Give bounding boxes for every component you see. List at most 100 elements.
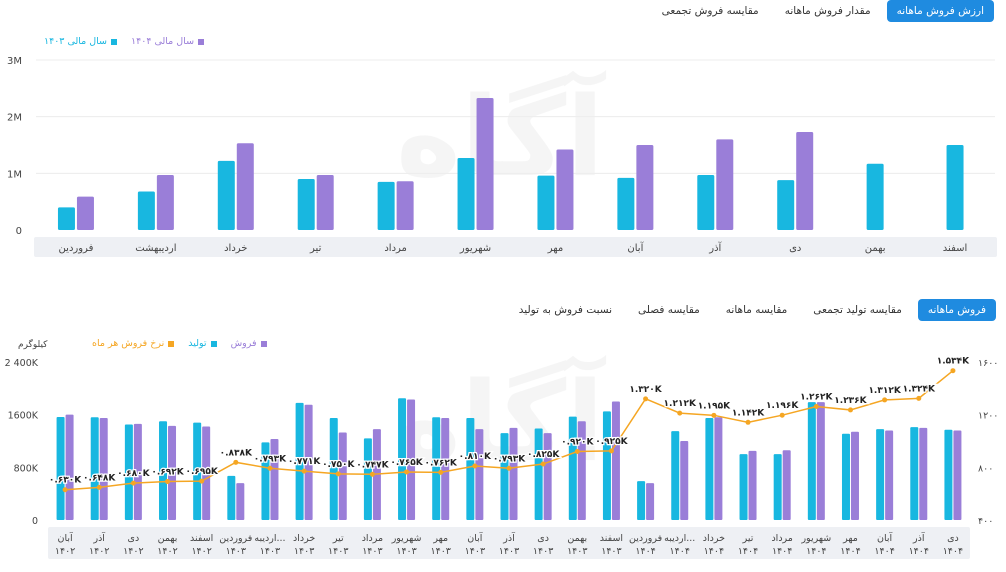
x-tick-label-month: آبان [877, 531, 893, 544]
x-tick-label-month: تیر [332, 533, 344, 544]
tab-sales-to-production-ratio[interactable]: نسبت فروش به تولید [518, 304, 613, 316]
bar [476, 97, 494, 230]
x-tick-label-year: ۱۴۰۳ [260, 546, 280, 557]
x-tick-label: تیر [309, 243, 322, 254]
legend-label: سال مالی ۱۴۰۴ [131, 36, 195, 47]
tab-monthly-comparison[interactable]: مقایسه ماهانه [725, 304, 788, 316]
legend-swatch [111, 38, 118, 45]
rate-point [199, 478, 205, 484]
x-tick-label-year: ۱۴۰۴ [670, 546, 690, 557]
y-tick-label: 3M [7, 56, 22, 67]
tab-seasonal-comparison[interactable]: مقایسه فصلی [638, 304, 700, 316]
x-tick-label-month: اردیبه... [254, 533, 285, 544]
x-tick-label-year: ۱۴۰۲ [157, 546, 177, 557]
bar-sales [782, 450, 791, 520]
rate-point [369, 471, 375, 477]
legend-item-production[interactable]: تولید [188, 338, 217, 349]
rate-data-label: ۱.۵۳۴K [937, 357, 970, 367]
bar-sales [168, 425, 177, 520]
bar-production [124, 424, 133, 520]
x-tick-label-month: بهمن [567, 533, 587, 544]
x-tick-label-month: آبان [467, 531, 483, 544]
legend-label: تولید [188, 338, 207, 349]
y-tick-label: 1M [7, 169, 22, 180]
rate-data-label: ۰.۷۹۳K [254, 454, 287, 464]
rate-data-label: ۰.۷۶۵K [390, 458, 423, 468]
tab-cumulative-production-comparison[interactable]: مقایسه تولید تجمعی [813, 304, 902, 316]
bar [946, 145, 964, 230]
bar-production [876, 429, 885, 520]
bar-production [90, 417, 99, 520]
bar [796, 131, 814, 230]
bar [396, 181, 414, 230]
rate-point [643, 396, 649, 402]
bar-sales [816, 402, 825, 520]
bar-production [637, 481, 646, 520]
bar [617, 177, 635, 230]
x-tick-label-year: ۱۴۰۴ [704, 546, 724, 557]
rate-data-label: ۰.۷۷۱K [288, 457, 321, 467]
bar-sales [407, 399, 416, 520]
x-tick-label-year: ۱۴۰۲ [89, 546, 109, 557]
bar-production [602, 411, 611, 520]
legend-item-sales[interactable]: فروش [231, 338, 267, 349]
bar-production [193, 422, 202, 520]
x-tick-label-month: فروردین [219, 533, 252, 544]
rate-data-label: ۱.۳۲۰K [629, 385, 662, 395]
legend-swatch [198, 38, 205, 45]
top-tab-bar: ارزش فروش ماهانه مقدار فروش ماهانه مقایس… [652, 0, 994, 22]
bar [236, 143, 254, 230]
y-tick-label-right: ۱۶۰۰ [978, 358, 998, 369]
bar-production [227, 475, 236, 520]
x-tick-label-month: آبان [57, 531, 73, 544]
rate-data-label: ۰.۶۹۲K [151, 468, 184, 478]
bar [316, 175, 334, 230]
x-tick-label-year: ۱۴۰۴ [874, 546, 894, 557]
y-tick-label-left: 2 400K [5, 358, 39, 369]
x-tick-label-year: ۱۴۰۳ [601, 546, 621, 557]
legend-item-rate[interactable]: نرخ فروش هر ماه [92, 338, 175, 349]
x-tick-label-month: شهریور [391, 533, 422, 544]
x-tick-label-year: ۱۴۰۳ [294, 546, 314, 557]
bar-production [705, 417, 714, 520]
legend-label: سال مالی ۱۴۰۳ [44, 36, 108, 47]
rate-data-label: ۱.۳۱۲K [868, 386, 901, 396]
legend-item-1404[interactable]: سال مالی ۱۴۰۴ [131, 36, 205, 47]
bar-production [534, 428, 543, 520]
x-tick-label-year: ۱۴۰۳ [396, 546, 416, 557]
rate-data-label: ۰.۷۹۳K [493, 454, 526, 464]
bar [76, 196, 94, 230]
y-tick-label: 0 [16, 226, 22, 237]
bar-sales [441, 417, 450, 520]
y-tick-label-left: 0 [32, 516, 38, 527]
legend-item-1403[interactable]: سال مالی ۱۴۰۳ [44, 36, 118, 47]
bar-sales [236, 483, 245, 520]
tab-monthly-sales[interactable]: فروش ماهانه [917, 299, 996, 321]
rate-data-label: ۰.۶۸۰K [117, 469, 150, 479]
x-axis-band [34, 237, 997, 257]
x-tick-label: خرداد [224, 243, 247, 254]
y-tick-label: 2M [7, 113, 22, 124]
bar-sales [577, 421, 586, 520]
rate-point [745, 419, 751, 425]
rate-point [711, 412, 717, 418]
bar-production [363, 438, 372, 520]
bar [137, 191, 155, 230]
bar-production [159, 421, 168, 520]
x-tick-label: مهر [547, 243, 563, 254]
tab-monthly-sales-quantity[interactable]: مقدار فروش ماهانه [784, 5, 871, 17]
bar-production [944, 429, 953, 520]
tab-cumulative-sales-comparison[interactable]: مقایسه فروش تجمعی [661, 5, 759, 17]
x-tick-label-year: ۱۴۰۳ [226, 546, 246, 557]
tab-monthly-sales-value[interactable]: ارزش فروش ماهانه [886, 0, 994, 22]
rate-point [882, 397, 888, 403]
x-tick-label: آذر [708, 241, 722, 254]
bar-production [56, 416, 65, 520]
bar-production [432, 417, 441, 520]
rate-data-label: ۰.۶۹۵K [185, 467, 218, 477]
rate-point [267, 465, 273, 471]
legend-swatch [260, 340, 267, 347]
rate-point [233, 459, 239, 465]
x-tick-label-year: ۱۴۰۳ [465, 546, 485, 557]
y-tick-label-right: ۱۲۰۰ [978, 411, 998, 422]
